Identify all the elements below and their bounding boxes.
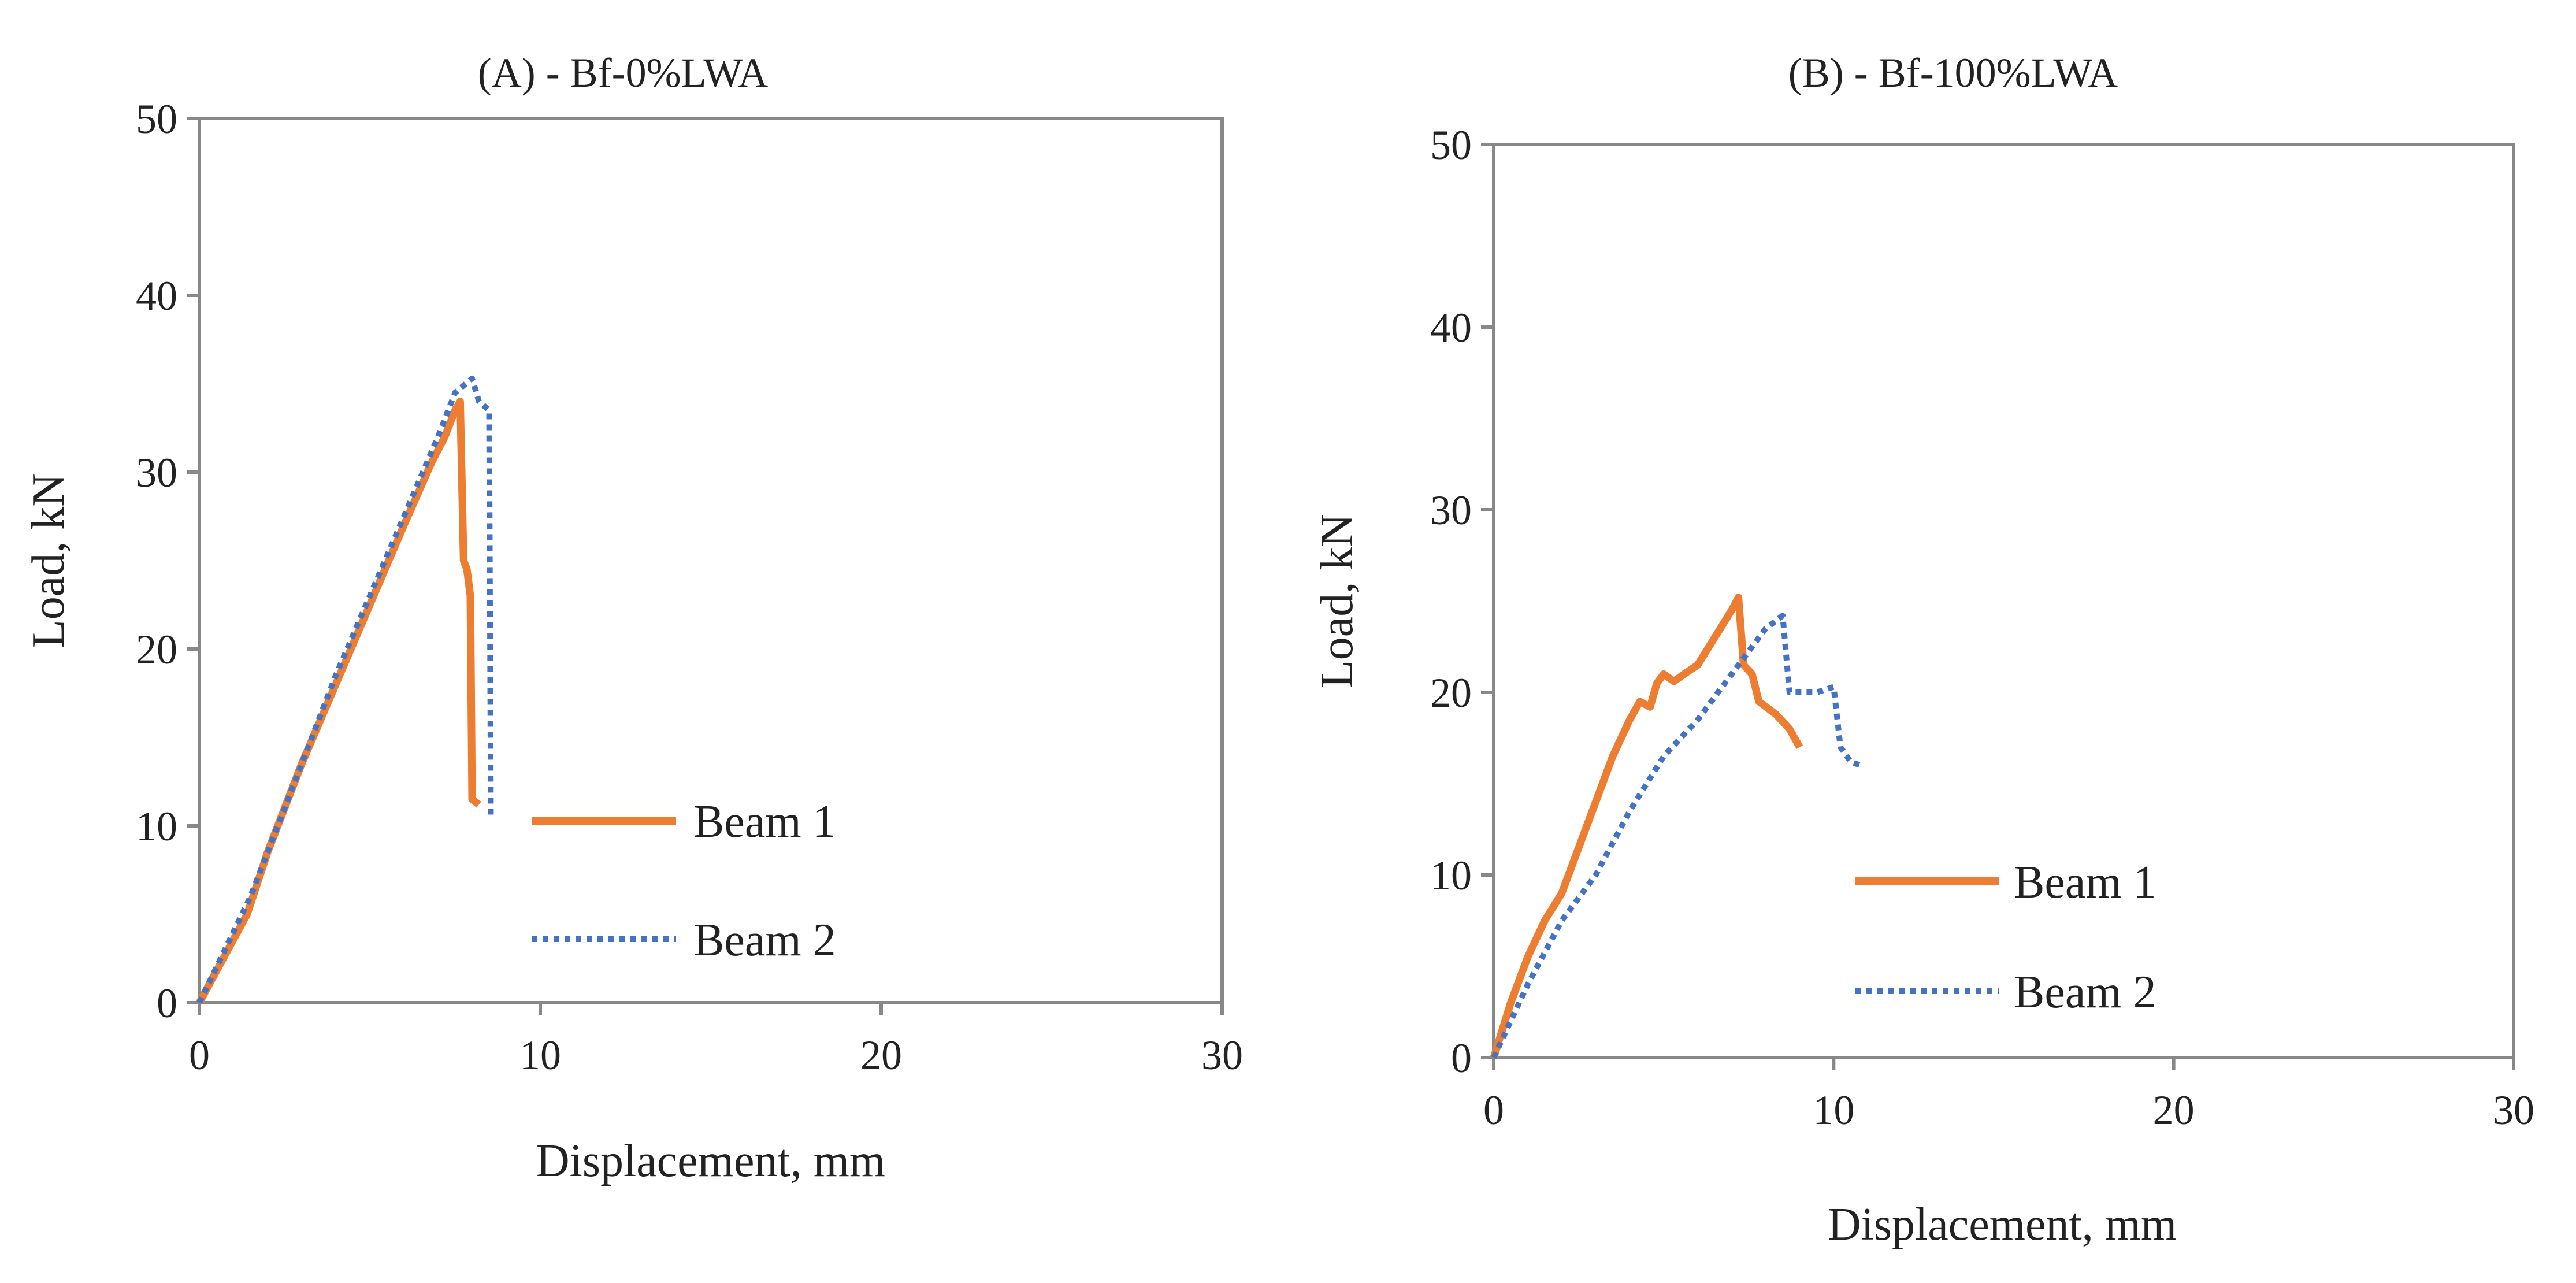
chart-a-ticks: 0 10 20 30 40 50 0 10 20 30 <box>136 96 1243 1078</box>
chart-a-y-axis-label: Load, kN <box>23 473 74 648</box>
chart-b-y-tick-label: 20 <box>1430 670 1472 716</box>
chart-a-legend: Beam 1 Beam 2 <box>532 796 836 966</box>
chart-a-x-tick-label: 20 <box>860 1032 902 1078</box>
chart-panel-a: (A) - Bf-0%LWA 0 10 20 30 40 50 0 10 20 30 Displa… <box>23 50 1243 1186</box>
chart-b-legend-beam2-label: Beam 2 <box>2014 967 2156 1018</box>
chart-a-legend-beam1-label: Beam 1 <box>693 796 836 847</box>
chart-a-y-tick-label: 0 <box>157 980 177 1026</box>
chart-panel-b: (B) - Bf-100%LWA 0 10 20 30 40 50 0 10 20 30 Disp… <box>1312 50 2534 1250</box>
chart-a-series <box>196 375 494 1005</box>
chart-a-series-beam2-line <box>196 375 494 1004</box>
chart-b-plot-frame <box>1492 143 2515 1059</box>
chart-a-y-tick-label: 50 <box>136 96 177 142</box>
chart-b-y-tick-label: 30 <box>1430 487 1472 533</box>
chart-a-x-tick-label: 0 <box>189 1032 210 1078</box>
chart-a-y-tick-label: 30 <box>136 450 177 496</box>
chart-b-ticks: 0 10 20 30 40 50 0 10 20 30 <box>1430 122 2534 1133</box>
chart-b-x-tick-label: 10 <box>1813 1087 1854 1133</box>
chart-b-x-tick-label: 0 <box>1483 1087 1504 1133</box>
chart-b-y-tick-label: 0 <box>1451 1035 1472 1081</box>
chart-b-x-tick-label: 20 <box>2153 1087 2195 1133</box>
chart-a-title: (A) - Bf-0%LWA <box>478 50 769 96</box>
chart-b-series <box>1490 594 1862 1059</box>
chart-a-y-tick-label: 10 <box>136 803 177 850</box>
chart-a-plot-frame <box>198 117 1224 1004</box>
chart-b-title: (B) - Bf-100%LWA <box>1788 50 2118 96</box>
chart-b-x-axis-label: Displacement, mm <box>1828 1199 2177 1250</box>
chart-b-x-tick-label: 30 <box>2493 1087 2534 1133</box>
chart-a-x-tick-label: 30 <box>1201 1032 1243 1078</box>
chart-a-y-tick-label: 40 <box>136 273 177 319</box>
chart-b-series-beam2-line <box>1491 613 1862 1059</box>
chart-b-series-beam1-line <box>1490 594 1803 1059</box>
chart-b-y-tick-label: 50 <box>1430 122 1472 168</box>
chart-b-legend-beam1-label: Beam 1 <box>2014 857 2156 908</box>
chart-b-y-tick-label: 40 <box>1430 305 1472 351</box>
chart-b-y-axis-label: Load, kN <box>1312 514 1363 688</box>
chart-a-legend-beam2-label: Beam 2 <box>693 915 836 966</box>
chart-a-y-tick-label: 20 <box>136 626 177 673</box>
chart-b-y-tick-label: 10 <box>1430 852 1472 899</box>
chart-a-x-tick-label: 10 <box>519 1032 561 1078</box>
chart-b-legend: Beam 1 Beam 2 <box>1855 857 2156 1018</box>
chart-a-x-axis-label: Displacement, mm <box>536 1136 885 1186</box>
